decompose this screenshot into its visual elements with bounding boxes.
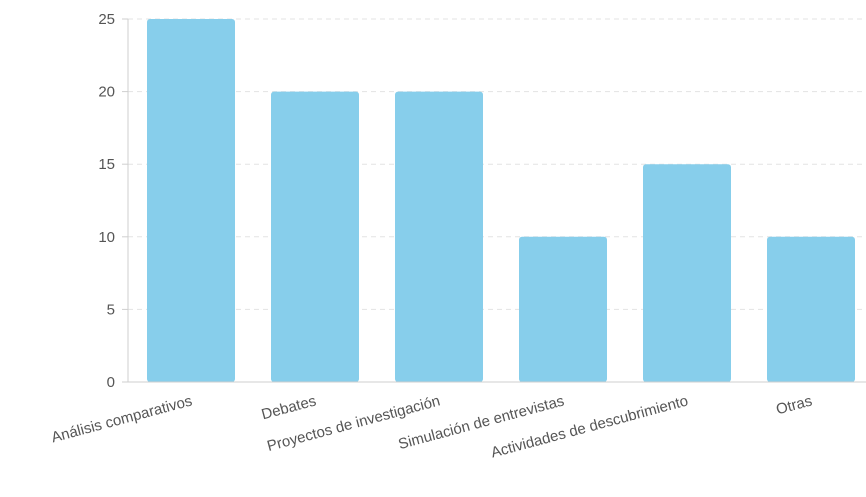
y-tick-label: 25 xyxy=(98,11,115,28)
x-category-label: Análisis comparativos xyxy=(50,392,195,446)
axis-layer xyxy=(122,18,866,383)
bar[interactable] xyxy=(767,236,855,382)
grid-layer xyxy=(128,18,866,310)
bar[interactable] xyxy=(271,91,359,382)
x-category-label: Otras xyxy=(774,392,814,418)
y-tick-label: 0 xyxy=(107,374,115,391)
bar[interactable] xyxy=(519,236,607,382)
bar-layer xyxy=(147,19,855,382)
y-tick-label: 5 xyxy=(107,301,115,318)
bar[interactable] xyxy=(147,19,235,382)
y-tick-label: 20 xyxy=(98,84,115,101)
bar[interactable] xyxy=(643,164,731,382)
y-tick-label: 15 xyxy=(98,156,115,173)
x-category-label: Debates xyxy=(260,392,318,423)
bar[interactable] xyxy=(395,91,483,382)
y-tick-label: 10 xyxy=(98,229,115,246)
